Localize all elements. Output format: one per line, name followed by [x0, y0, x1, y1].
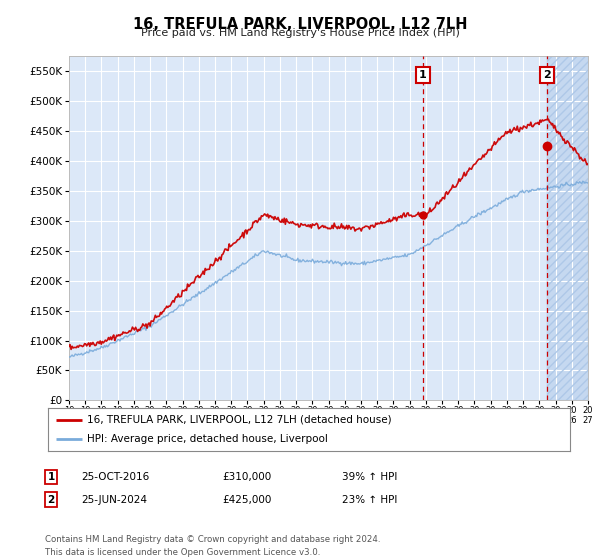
- Text: 23% ↑ HPI: 23% ↑ HPI: [342, 494, 397, 505]
- Text: £425,000: £425,000: [222, 494, 271, 505]
- Text: £310,000: £310,000: [222, 472, 271, 482]
- Text: 2: 2: [543, 70, 551, 80]
- Text: 1: 1: [47, 472, 55, 482]
- Text: Price paid vs. HM Land Registry's House Price Index (HPI): Price paid vs. HM Land Registry's House …: [140, 28, 460, 38]
- Text: 39% ↑ HPI: 39% ↑ HPI: [342, 472, 397, 482]
- Text: 16, TREFULA PARK, LIVERPOOL, L12 7LH: 16, TREFULA PARK, LIVERPOOL, L12 7LH: [133, 17, 467, 32]
- Text: HPI: Average price, detached house, Liverpool: HPI: Average price, detached house, Live…: [87, 435, 328, 444]
- Bar: [547, 56, 588, 400]
- Text: 1: 1: [419, 70, 427, 80]
- Text: 25-OCT-2016: 25-OCT-2016: [81, 472, 149, 482]
- Text: 2: 2: [47, 494, 55, 505]
- Text: 25-JUN-2024: 25-JUN-2024: [81, 494, 147, 505]
- Bar: [547, 56, 588, 400]
- Text: Contains HM Land Registry data © Crown copyright and database right 2024.
This d: Contains HM Land Registry data © Crown c…: [45, 535, 380, 557]
- Text: 16, TREFULA PARK, LIVERPOOL, L12 7LH (detached house): 16, TREFULA PARK, LIVERPOOL, L12 7LH (de…: [87, 415, 392, 424]
